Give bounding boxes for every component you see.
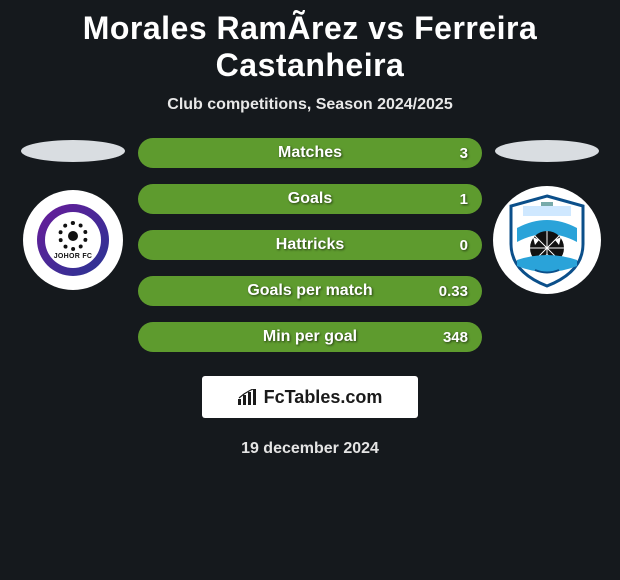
stat-row: Min per goal 348 [138, 322, 482, 352]
stat-row: Matches 3 [138, 138, 482, 168]
stat-row: Goals per match 0.33 [138, 276, 482, 306]
left-player-col: JOHOR FC [18, 138, 128, 290]
stat-row: Hattricks 0 [138, 230, 482, 260]
right-team-logo [493, 186, 601, 294]
right-player-col [492, 138, 602, 294]
stat-value-right: 348 [443, 329, 468, 346]
stat-label: Matches [278, 144, 342, 162]
left-player-oval [21, 140, 125, 162]
sabah-badge-icon [505, 192, 589, 288]
infographic-root: Morales RamÃ­rez vs Ferreira Castanheira… [0, 0, 620, 458]
stat-value-right: 3 [460, 145, 468, 162]
date-label: 19 december 2024 [0, 440, 620, 458]
stat-value-right: 0 [460, 237, 468, 254]
page-title: Morales RamÃ­rez vs Ferreira Castanheira [0, 4, 620, 86]
stat-value-right: 0.33 [439, 283, 468, 300]
branding-text: FcTables.com [264, 387, 383, 408]
right-player-oval [495, 140, 599, 162]
left-team-logo: JOHOR FC [23, 190, 123, 290]
stat-row: Goals 1 [138, 184, 482, 214]
subtitle: Club competitions, Season 2024/2025 [0, 96, 620, 114]
stat-value-right: 1 [460, 191, 468, 208]
chart-icon [238, 389, 258, 405]
stat-label: Goals [288, 190, 332, 208]
main-row: JOHOR FC Matches 3 Goals 1 Hattricks 0 Goals p… [0, 138, 620, 352]
stats-column: Matches 3 Goals 1 Hattricks 0 Goals per match 0… [138, 138, 482, 352]
left-team-label: JOHOR FC [54, 253, 93, 260]
stat-label: Goals per match [247, 282, 372, 300]
johor-badge-icon: JOHOR FC [37, 204, 109, 276]
stat-label: Hattricks [276, 236, 344, 254]
branding-badge: FcTables.com [202, 376, 418, 418]
stat-label: Min per goal [263, 328, 357, 346]
